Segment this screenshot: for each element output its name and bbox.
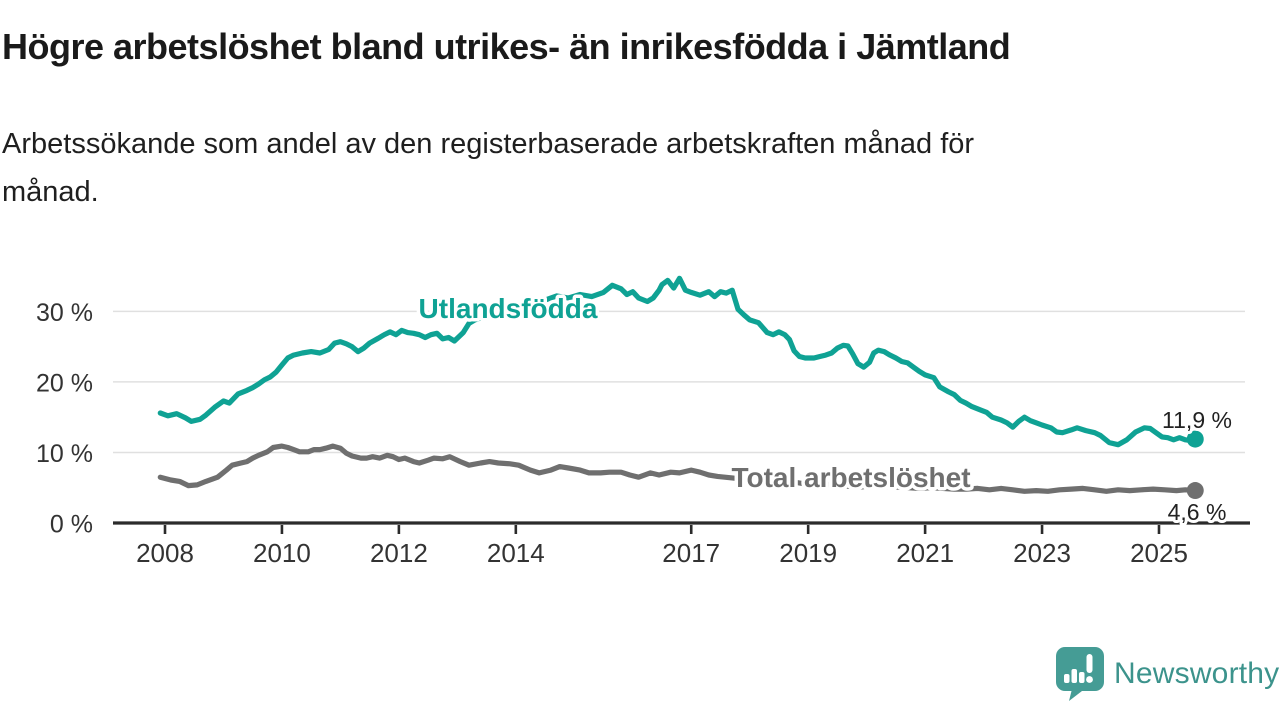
end-value-label-total: 4,6 % <box>1168 499 1227 525</box>
page-title: Högre arbetslöshet bland utrikes- än inr… <box>2 26 1011 67</box>
series-line-utlandsfodda <box>157 275 1198 448</box>
end-value-label-utlandsfodda: 11,9 % <box>1162 407 1232 433</box>
y-tick-label-10: 10 % <box>36 440 93 468</box>
y-tick-label-0: 0 % <box>50 511 93 539</box>
x-tick-label-2017: 2017 <box>662 538 720 568</box>
x-tick-label-2008: 2008 <box>136 538 194 568</box>
x-tick-label-2025: 2025 <box>1130 538 1188 568</box>
series-end-dot-total <box>1186 482 1204 500</box>
x-tick-label-2012: 2012 <box>370 538 428 568</box>
newsworthy-bubble-chart-icon <box>1056 647 1104 701</box>
x-tick-label-2023: 2023 <box>1013 538 1071 568</box>
x-tick-label-2021: 2021 <box>896 538 954 568</box>
newsworthy-logo: Newsworthy <box>1053 646 1279 702</box>
brand-name: Newsworthy <box>1114 657 1280 690</box>
x-tick-label-2014: 2014 <box>487 538 545 568</box>
series-end-dot-utlandsfodda <box>1186 430 1204 448</box>
y-tick-label-20: 20 % <box>36 369 93 397</box>
y-tick-label-30: 30 % <box>36 299 93 327</box>
subtitle-line-1: Arbetssökande som andel av den registerb… <box>2 128 975 160</box>
series-label-utlandsfodda: Utlandsfödda <box>419 293 598 324</box>
x-tick-label-2010: 2010 <box>253 538 311 568</box>
series-line-total <box>157 443 1198 494</box>
chart-subtitle: Arbetssökande som andel av den registerb… <box>2 120 974 216</box>
subtitle-line-2: månad. <box>2 176 99 208</box>
series-label-total: Total arbetslöshet <box>731 462 970 493</box>
x-tick-label-2019: 2019 <box>779 538 837 568</box>
